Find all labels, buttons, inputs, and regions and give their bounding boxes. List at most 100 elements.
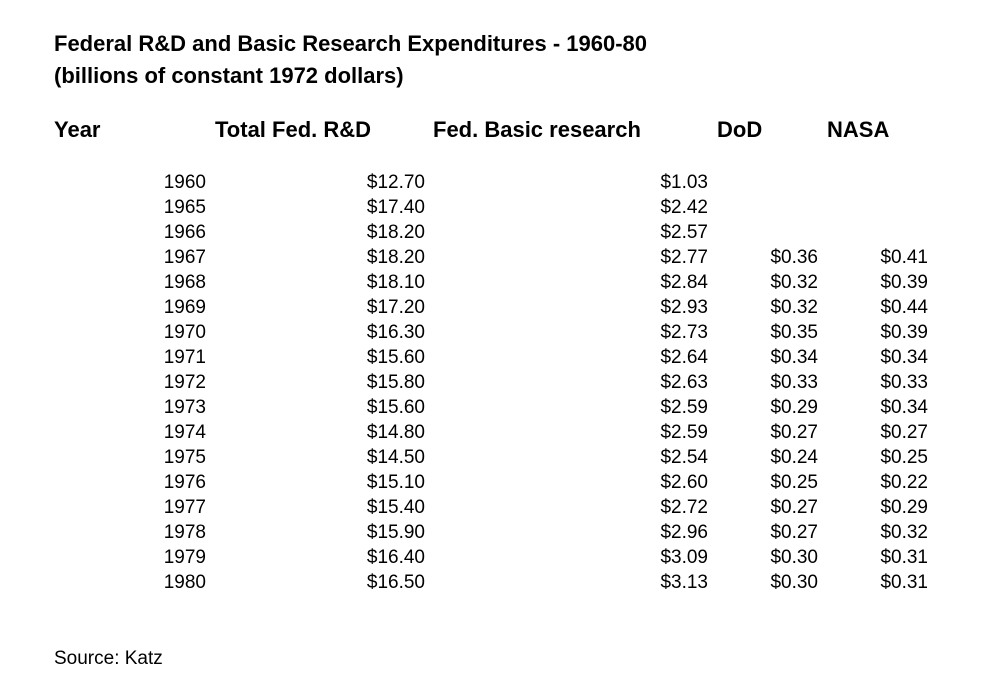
cell-total-rd: $18.20 <box>366 222 425 243</box>
table-row: 1971 $15.60 $2.64 $0.34 $0.34 <box>0 345 1006 370</box>
table-row: 1965 $17.40 $2.42 <box>0 195 1006 220</box>
cell-year: 1973 <box>163 397 206 418</box>
cell-basic-research: $2.77 <box>660 247 708 268</box>
cell-basic-research: $2.57 <box>660 222 708 243</box>
cell-year: 1968 <box>163 272 206 293</box>
cell-basic-research: $2.96 <box>660 522 708 543</box>
cell-total-rd: $15.40 <box>366 497 425 518</box>
cell-year: 1970 <box>163 322 206 343</box>
cell-total-rd: $18.20 <box>366 247 425 268</box>
cell-nasa: $0.32 <box>880 522 928 543</box>
cell-nasa: $0.41 <box>880 247 928 268</box>
cell-total-rd: $14.80 <box>366 422 425 443</box>
cell-total-rd: $17.20 <box>366 297 425 318</box>
cell-year: 1974 <box>163 422 206 443</box>
cell-year: 1979 <box>163 547 206 568</box>
table-row: 1960 $12.70 $1.03 <box>0 170 1006 195</box>
cell-dod: $0.32 <box>770 297 818 318</box>
cell-year: 1977 <box>163 497 206 518</box>
cell-total-rd: $16.50 <box>366 572 425 593</box>
cell-basic-research: $2.73 <box>660 322 708 343</box>
cell-dod: $0.34 <box>770 347 818 368</box>
cell-nasa: $0.31 <box>880 572 928 593</box>
table-row: 1977 $15.40 $2.72 $0.27 $0.29 <box>0 495 1006 520</box>
table-row: 1974 $14.80 $2.59 $0.27 $0.27 <box>0 420 1006 445</box>
source-note: Source: Katz <box>54 648 163 669</box>
cell-year: 1980 <box>163 572 206 593</box>
cell-basic-research: $2.54 <box>660 447 708 468</box>
table-row: 1978 $15.90 $2.96 $0.27 $0.32 <box>0 520 1006 545</box>
cell-nasa: $0.29 <box>880 497 928 518</box>
cell-dod: $0.25 <box>770 472 818 493</box>
cell-year: 1960 <box>163 172 206 193</box>
column-header-dod: DoD <box>717 117 763 142</box>
cell-basic-research: $2.42 <box>660 197 708 218</box>
cell-total-rd: $16.40 <box>366 547 425 568</box>
column-header-nasa: NASA <box>827 117 890 142</box>
cell-dod: $0.36 <box>770 247 818 268</box>
cell-nasa: $0.34 <box>880 397 928 418</box>
title-line-1: Federal R&D and Basic Research Expenditu… <box>54 31 648 56</box>
column-header-total-rd: Total Fed. R&D <box>215 117 372 142</box>
title-line-2: (billions of constant 1972 dollars) <box>54 63 404 88</box>
table-row: 1970 $16.30 $2.73 $0.35 $0.39 <box>0 320 1006 345</box>
cell-basic-research: $2.59 <box>660 422 708 443</box>
cell-year: 1972 <box>163 372 206 393</box>
table-row: 1975 $14.50 $2.54 $0.24 $0.25 <box>0 445 1006 470</box>
cell-basic-research: $1.03 <box>660 172 708 193</box>
column-header-year: Year <box>54 117 101 142</box>
cell-dod: $0.33 <box>770 372 818 393</box>
table-row: 1972 $15.80 $2.63 $0.33 $0.33 <box>0 370 1006 395</box>
cell-year: 1965 <box>163 197 206 218</box>
cell-nasa: $0.27 <box>880 422 928 443</box>
cell-dod: $0.32 <box>770 272 818 293</box>
cell-total-rd: $16.30 <box>366 322 425 343</box>
cell-total-rd: $15.80 <box>366 372 425 393</box>
cell-dod: $0.27 <box>770 497 818 518</box>
cell-basic-research: $2.63 <box>660 372 708 393</box>
column-header-basic-research: Fed. Basic research <box>433 117 641 142</box>
cell-dod: $0.29 <box>770 397 818 418</box>
cell-year: 1969 <box>163 297 206 318</box>
cell-basic-research: $2.64 <box>660 347 708 368</box>
cell-total-rd: $15.90 <box>366 522 425 543</box>
cell-dod: $0.35 <box>770 322 818 343</box>
cell-dod: $0.27 <box>770 422 818 443</box>
cell-basic-research: $2.60 <box>660 472 708 493</box>
cell-dod: $0.30 <box>770 547 818 568</box>
cell-nasa: $0.33 <box>880 372 928 393</box>
cell-dod: $0.30 <box>770 572 818 593</box>
cell-year: 1975 <box>163 447 206 468</box>
cell-year: 1971 <box>163 347 206 368</box>
table-row: 1969 $17.20 $2.93 $0.32 $0.44 <box>0 295 1006 320</box>
cell-basic-research: $2.93 <box>660 297 708 318</box>
cell-total-rd: $17.40 <box>366 197 425 218</box>
cell-basic-research: $2.59 <box>660 397 708 418</box>
cell-year: 1967 <box>163 247 206 268</box>
table-row: 1979 $16.40 $3.09 $0.30 $0.31 <box>0 545 1006 570</box>
cell-total-rd: $15.60 <box>366 347 425 368</box>
table-row: 1980 $16.50 $3.13 $0.30 $0.31 <box>0 570 1006 595</box>
cell-basic-research: $3.13 <box>660 572 708 593</box>
cell-nasa: $0.34 <box>880 347 928 368</box>
table-row: 1976 $15.10 $2.60 $0.25 $0.22 <box>0 470 1006 495</box>
cell-basic-research: $2.72 <box>660 497 708 518</box>
cell-year: 1966 <box>163 222 206 243</box>
table-row: 1968 $18.10 $2.84 $0.32 $0.39 <box>0 270 1006 295</box>
cell-total-rd: $18.10 <box>366 272 425 293</box>
cell-total-rd: $15.10 <box>366 472 425 493</box>
page-title: Federal R&D and Basic Research Expenditu… <box>54 28 647 92</box>
cell-total-rd: $14.50 <box>366 447 425 468</box>
cell-nasa: $0.22 <box>880 472 928 493</box>
cell-total-rd: $15.60 <box>366 397 425 418</box>
cell-basic-research: $3.09 <box>660 547 708 568</box>
table-row: 1973 $15.60 $2.59 $0.29 $0.34 <box>0 395 1006 420</box>
cell-nasa: $0.39 <box>880 322 928 343</box>
data-table: 1960 $12.70 $1.03 1965 $17.40 $2.42 1966 $18.20… <box>0 170 1006 595</box>
cell-year: 1978 <box>163 522 206 543</box>
cell-nasa: $0.31 <box>880 547 928 568</box>
cell-dod: $0.27 <box>770 522 818 543</box>
table-row: 1967 $18.20 $2.77 $0.36 $0.41 <box>0 245 1006 270</box>
cell-year: 1976 <box>163 472 206 493</box>
cell-dod: $0.24 <box>770 447 818 468</box>
